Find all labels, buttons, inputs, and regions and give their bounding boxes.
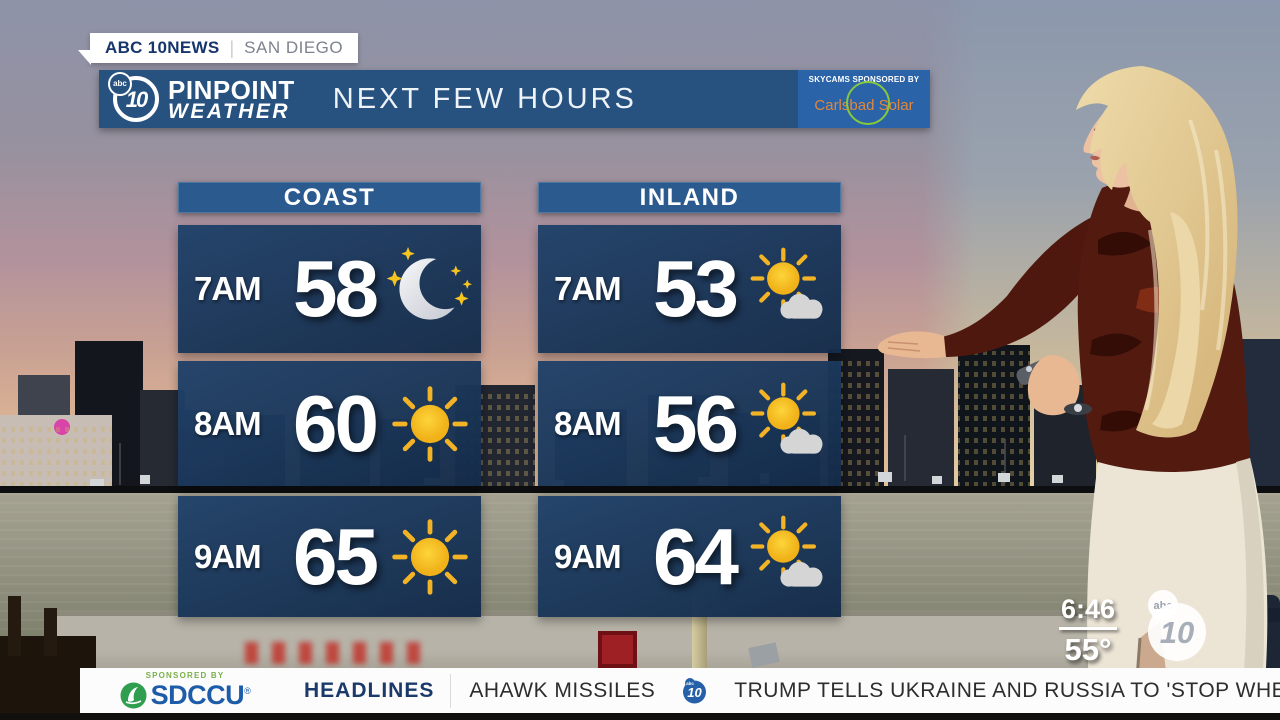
- forecast-cell-inland-8am: 8AM 56: [538, 361, 841, 486]
- forecast-cell-inland-7am: 7AM 53: [538, 225, 841, 353]
- column-header-inland: INLAND: [538, 182, 841, 213]
- sdccu-logo-icon: [120, 682, 147, 709]
- station-name: ABC 10NEWS: [105, 38, 220, 57]
- abc10-ticker-icon: abc 10: [683, 678, 707, 704]
- ticker-sponsored-by: SPONSORED BY: [145, 671, 225, 680]
- dock-red-box: [598, 631, 637, 668]
- svg-text:10: 10: [688, 685, 703, 700]
- sponsor-label: SKYCAMS SPONSORED BY: [808, 75, 920, 84]
- sun-cloud-icon: [747, 514, 833, 600]
- skycam-sponsor-box: SKYCAMS SPONSORED BY Carlsbad Solar: [798, 70, 930, 128]
- sun-icon: [387, 381, 473, 467]
- moon-stars-icon: [387, 246, 473, 332]
- channel-10-mark: 10: [125, 87, 148, 112]
- time-temp-display: 6:46 55°: [1048, 594, 1128, 668]
- ticker-item: TRUMP TELLS UKRAINE AND RUSSIA TO 'STOP …: [734, 678, 1280, 702]
- sun-cloud-icon: [747, 381, 833, 467]
- abc10-circle-icon: abc 10: [108, 72, 159, 122]
- station-banner: ABC 10NEWS | SAN DIEGO: [78, 33, 359, 65]
- sdccu-wordmark: SDCCU®: [150, 680, 251, 710]
- bottom-edge: [0, 713, 1280, 720]
- carlsbad-solar-ring-icon: [846, 81, 890, 125]
- ticker-sponsor-block: SPONSORED BY SDCCU®: [90, 670, 280, 711]
- sun-icon: [387, 514, 473, 600]
- ticker-divider: [450, 673, 452, 708]
- pinpoint-weather-logo: abc 10 PINPOINT WEATHER: [108, 72, 295, 123]
- station-location: SAN DIEGO: [244, 38, 344, 57]
- svg-text:abc: abc: [686, 681, 694, 686]
- abc-network-icon: abc: [108, 72, 132, 96]
- headlines-ticker: SPONSORED BY SDCCU® HEADLINES AHAWK MISS…: [80, 668, 1280, 713]
- segment-title: NEXT FEW HOURS: [332, 82, 637, 115]
- current-temp: 55°: [1064, 632, 1112, 667]
- abc10-bug-icon: abc 10: [1148, 590, 1206, 661]
- banner-divider: |: [229, 37, 235, 58]
- pinpoint-wordmark: PINPOINT WEATHER: [168, 74, 295, 123]
- ticker-item: AHAWK MISSILES: [469, 678, 656, 702]
- clock-divider: [1059, 627, 1117, 630]
- sun-cloud-icon: [747, 246, 833, 332]
- current-time: 6:46: [1060, 594, 1116, 624]
- banner-tail: [78, 50, 91, 65]
- bug-channel: 10: [1160, 615, 1194, 650]
- forecast-cell-inland-9am: 9AM 64: [538, 496, 841, 617]
- forecast-cell-coast-7am: 7AM 58: [178, 225, 481, 353]
- forecast-cell-coast-8am: 8AM 60: [178, 361, 481, 486]
- column-header-coast: COAST: [178, 182, 481, 213]
- weather-header-bar: abc 10 PINPOINT WEATHER NEXT FEW HOURS S…: [99, 70, 930, 128]
- forecast-cell-coast-9am: 9AM 65: [178, 496, 481, 617]
- weather-presenter: [877, 66, 1280, 720]
- ticker-section-label: HEADLINES: [304, 678, 435, 702]
- dock-red-sign: [245, 642, 420, 664]
